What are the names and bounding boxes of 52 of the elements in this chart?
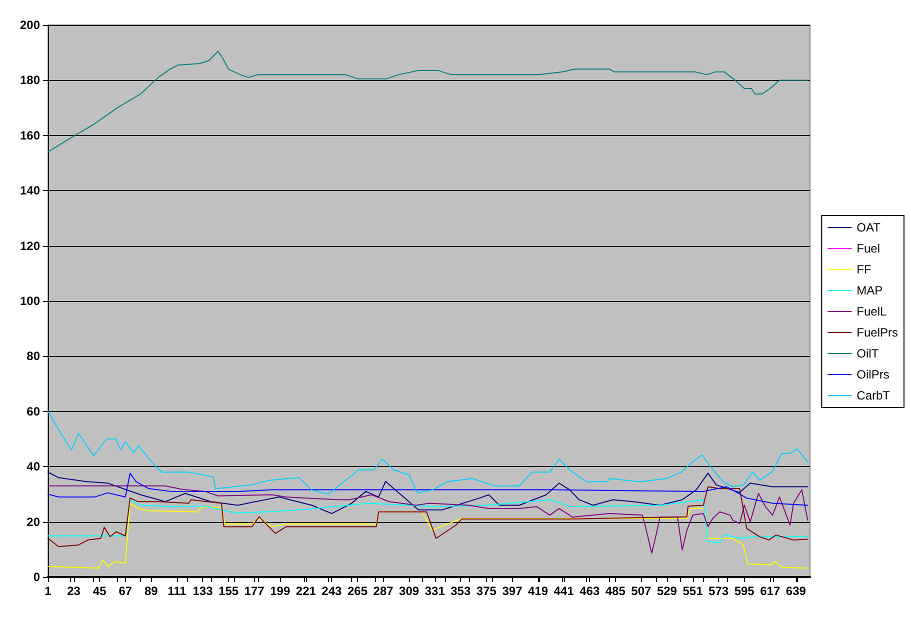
x-tick-label: 375 xyxy=(476,584,497,598)
x-tick-label: 331 xyxy=(424,584,446,598)
y-tick-label: 140 xyxy=(20,184,40,198)
x-tick-label: 529 xyxy=(656,584,678,598)
y-tick-label: 120 xyxy=(20,238,40,253)
x-tick-label: 199 xyxy=(270,584,290,598)
legend-label: MAP xyxy=(856,284,883,298)
legend-label: CarbT xyxy=(856,388,891,402)
x-tick-label: 177 xyxy=(244,584,265,598)
x-tick-label: 397 xyxy=(502,584,523,598)
line-series xyxy=(48,472,808,506)
x-tick-label: 111 xyxy=(168,584,187,598)
legend-label: OilPrs xyxy=(856,368,890,382)
x-tick-label: 573 xyxy=(708,584,729,598)
y-tick-label: 60 xyxy=(26,404,40,418)
x-tick-label: 243 xyxy=(322,584,342,598)
x-tick-label: 1 xyxy=(44,584,52,598)
x-tick-label: 551 xyxy=(682,584,704,598)
line-series xyxy=(48,472,808,514)
x-tick-label: 155 xyxy=(218,584,239,598)
y-tick-label: 100 xyxy=(20,294,40,308)
x-tick-label: 639 xyxy=(786,584,806,598)
legend-label: FF xyxy=(856,262,872,276)
x-tick-label: 507 xyxy=(631,584,652,598)
x-tick-label: 67 xyxy=(118,584,132,598)
y-tick-label: 0 xyxy=(33,570,40,584)
x-tick-label: 221 xyxy=(296,584,316,598)
legend-label: Fuel xyxy=(856,242,880,256)
legend-label: OAT xyxy=(856,220,882,234)
x-tick-label: 133 xyxy=(192,584,214,598)
y-tick-label: 180 xyxy=(20,73,40,88)
x-tick-label: 89 xyxy=(144,584,158,598)
x-tick-label: 265 xyxy=(347,584,368,598)
y-tick-label: 200 xyxy=(20,18,40,32)
y-tick-label: 80 xyxy=(26,349,40,364)
legend-label: FuelPrs xyxy=(856,326,898,340)
x-tick-label: 595 xyxy=(734,584,755,598)
x-tick-label: 463 xyxy=(580,584,600,598)
y-tick-label: 160 xyxy=(20,128,40,142)
x-tick-label: 287 xyxy=(373,584,394,598)
legend-label: OilT xyxy=(856,346,880,360)
x-tick-label: 617 xyxy=(760,584,780,598)
x-tick-label: 23 xyxy=(67,584,81,598)
x-tick-label: 485 xyxy=(605,584,626,598)
x-tick-label: 45 xyxy=(92,584,107,598)
x-tick-label: 309 xyxy=(399,584,420,598)
y-tick-label: 20 xyxy=(26,514,40,529)
x-tick-label: 441 xyxy=(554,584,574,598)
y-tick-label: 40 xyxy=(26,460,40,474)
x-tick-label: 353 xyxy=(450,584,471,598)
legend-label: FuelL xyxy=(856,304,887,318)
x-tick-label: 419 xyxy=(528,584,548,598)
